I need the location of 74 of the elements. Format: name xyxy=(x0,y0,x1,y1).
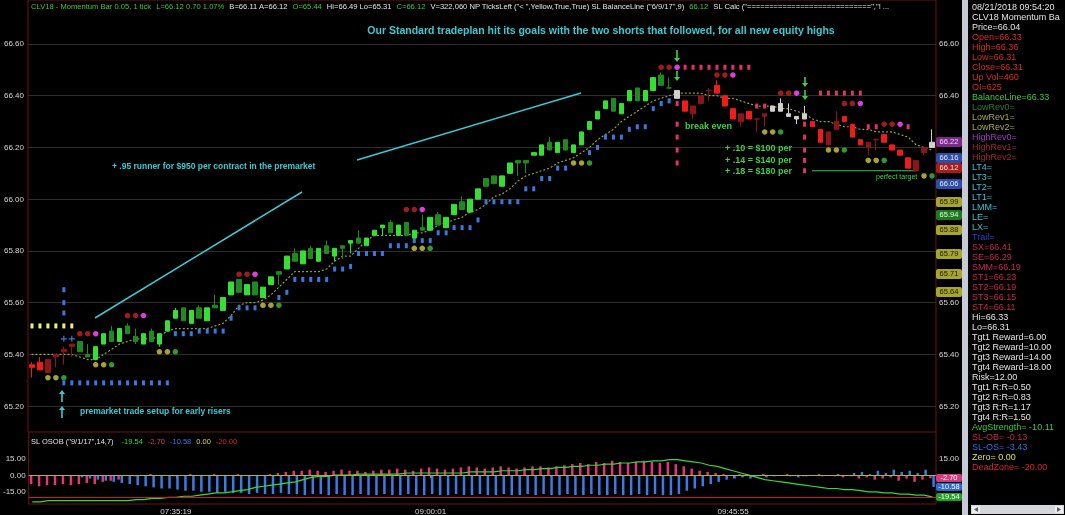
y-tick-label: 65.60 xyxy=(3,298,25,308)
annotation: + .10 = $100 per xyxy=(725,143,793,153)
text: Tgt4 R:R=1.50 xyxy=(972,412,1031,422)
text: LT1= xyxy=(972,192,993,202)
text: CLV18 Momentum Ba xyxy=(972,12,1060,22)
text: ST3=66.15 xyxy=(972,292,1017,302)
annotation: premarket trade setup for early risers xyxy=(80,406,231,417)
text: Price=66.04 xyxy=(972,22,1021,32)
y-tick-label: 15.00 xyxy=(5,454,27,464)
text: LowRev0= xyxy=(972,102,1015,112)
text: Low=66.31 xyxy=(972,52,1017,62)
text: 15.00 xyxy=(939,454,960,463)
text: LT2= xyxy=(972,182,993,192)
text: Lo=66.31 xyxy=(972,322,1010,332)
y2-tick-label: 65.20 xyxy=(938,401,960,411)
annotation: + .95 runner for $950 per contract in the premarket xyxy=(112,161,316,172)
y2-tick-label: 65.60 xyxy=(938,298,960,308)
text: Up Vol=460 xyxy=(972,72,1019,82)
text: ST4=66.11 xyxy=(972,302,1016,312)
y-tick-label: 65.20 xyxy=(3,401,25,411)
text: SE=66.29 xyxy=(972,252,1012,262)
y-tick-label: 66.40 xyxy=(3,91,25,101)
text: OI=625 xyxy=(972,82,1002,92)
text: LowRev1= xyxy=(972,112,1015,122)
text: Tgt3 Reward=14.00 xyxy=(972,352,1052,362)
y-tick-label: -15.00 xyxy=(3,487,27,497)
y2-tick-label: 66.60 xyxy=(938,39,960,49)
text: Close=66.31 xyxy=(972,62,1023,72)
text: Tgt2 R:R=0.83 xyxy=(972,392,1031,402)
text: BalanceLine=66.33 xyxy=(972,92,1050,102)
text: HighRev2= xyxy=(972,152,1017,162)
y2-tick-label: 65.40 xyxy=(938,349,960,359)
text: 08/21/2018 09:54:20 xyxy=(972,2,1055,12)
text: LT4= xyxy=(972,162,993,172)
text: LE= xyxy=(972,212,989,222)
text: LX= xyxy=(972,222,989,232)
text: Tgt3 R:R=1.17 xyxy=(972,402,1031,412)
text: SL-OB= -0.13 xyxy=(972,432,1028,442)
text: Our Standard tradeplan hit its goals with the two shorts that followed, for all new equity highs xyxy=(367,24,835,37)
x-tick-label: 07:35:19 xyxy=(160,506,193,515)
text: Open=66.33 xyxy=(972,32,1022,42)
text: Hi=66.33 xyxy=(972,312,1009,322)
text: LowRev2= xyxy=(972,122,1015,132)
y-tick-label: 66.00 xyxy=(3,194,25,204)
annotation: + .18 = $180 per xyxy=(725,166,793,176)
text: Tgt1 R:R=0.50 xyxy=(972,382,1031,392)
y-tick-label: 66.60 xyxy=(3,39,25,49)
text: DeadZone= -20.00 xyxy=(972,462,1048,472)
text: SMM=66.19 xyxy=(972,262,1021,272)
annotation: break even xyxy=(685,121,733,131)
text: Tgt1 Reward=6.00 xyxy=(972,332,1047,342)
y-tick-label: 0.00 xyxy=(10,470,27,480)
text: HighRev0= xyxy=(972,132,1017,142)
text: Trail= xyxy=(972,232,995,242)
y-tick-label: 65.40 xyxy=(3,349,25,359)
text: Tgt4 Reward=18.00 xyxy=(972,362,1052,372)
x-tick-label: 09:00:01 xyxy=(415,506,447,515)
text: Tgt2 Reward=10.00 xyxy=(972,342,1052,352)
text: LMM= xyxy=(972,202,998,212)
text: SX=66.41 xyxy=(972,242,1012,252)
text: AvgStrength= -10.11 xyxy=(972,422,1054,432)
y-tick-label: 66.20 xyxy=(3,142,25,152)
text: Risk=12.00 xyxy=(972,372,1018,382)
text: SL-OS= -3.43 xyxy=(972,442,1028,452)
annotation: + .14 = $140 per xyxy=(725,155,793,165)
y2-tick-label: 66.40 xyxy=(938,91,960,101)
text: LT3= xyxy=(972,172,993,182)
text: High=66.36 xyxy=(972,42,1019,52)
y-tick-label: 65.80 xyxy=(3,246,25,256)
text: HighRev1= xyxy=(972,142,1017,152)
text: ST2=66.19 xyxy=(972,282,1017,292)
x-tick-label: 09:45:55 xyxy=(717,506,750,515)
text: Zero= 0.00 xyxy=(972,452,1016,462)
text: ST1=66.23 xyxy=(972,272,1017,282)
